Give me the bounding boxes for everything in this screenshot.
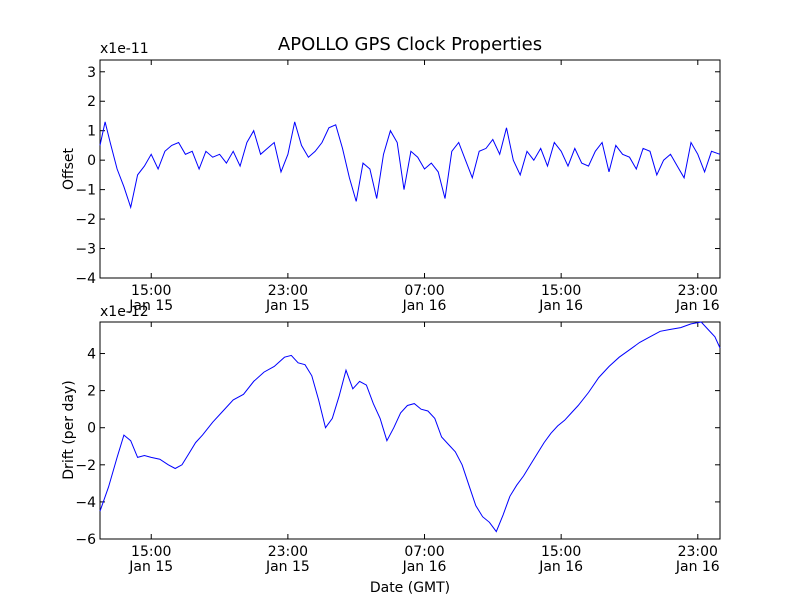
offset-x-tick-date: Jan 16 [538,298,583,314]
drift-y-tick-label: −6 [75,532,96,548]
drift-x-tick-time: 15:00 [131,544,171,560]
offset-x-tick-time: 15:00 [131,283,171,299]
offset-series-line [99,121,721,210]
offset-x-tick-date: Jan 15 [128,298,173,314]
offset-y-tick-label: 1 [87,124,96,140]
drift-scale-label: x1e-12 [100,304,149,320]
drift-x-tick-date: Jan 15 [265,559,310,575]
offset-y-axis-label: Offset [61,147,77,190]
offset-y-tick-label: −2 [75,212,96,228]
drift-x-tick-time: 23:00 [678,544,718,560]
drift-x-tick-date: Jan 16 [675,559,720,575]
offset-x-tick-time: 07:00 [404,283,444,299]
offset-x-tick-date: Jan 16 [675,298,720,314]
offset-y-tick-label: 3 [87,65,96,81]
drift-series-line [99,321,721,533]
drift-y-tick-label: −2 [75,458,96,474]
offset-y-ticks: −4 −3 −2 −1 0 1 2 3 [75,65,720,287]
offset-x-tick-date: Jan 15 [265,298,310,314]
drift-y-tick-label: 0 [87,421,96,437]
offset-y-tick-label: 2 [87,94,96,110]
offset-y-tick-label: −4 [75,271,96,287]
offset-plot-frame [99,59,721,279]
drift-x-tick-time: 07:00 [404,544,444,560]
drift-plot-frame [99,321,721,540]
drift-y-axis-label: Drift (per day) [61,380,77,479]
drift-x-tick-date: Jan 15 [128,559,173,575]
drift-y-ticks: −6 −4 −2 0 2 4 [75,347,720,548]
drift-y-tick-label: 2 [87,384,96,400]
x-axis-label: Date (GMT) [370,580,450,596]
drift-x-tick-date: Jan 16 [402,559,447,575]
offset-y-tick-label: −1 [75,183,96,199]
drift-x-tick-time: 15:00 [541,544,581,560]
offset-x-tick-time: 23:00 [678,283,718,299]
drift-y-tick-label: −4 [75,495,96,511]
drift-x-tick-date: Jan 16 [538,559,583,575]
figure-title: APOLLO GPS Clock Properties [278,34,542,55]
drift-y-tick-label: 4 [87,347,96,363]
offset-y-tick-label: −3 [75,242,96,258]
drift-x-tick-time: 23:00 [268,544,308,560]
offset-x-tick-date: Jan 16 [402,298,447,314]
offset-y-tick-label: 0 [87,153,96,169]
offset-x-tick-time: 15:00 [541,283,581,299]
offset-x-tick-time: 23:00 [268,283,308,299]
offset-scale-label: x1e-11 [100,41,149,57]
